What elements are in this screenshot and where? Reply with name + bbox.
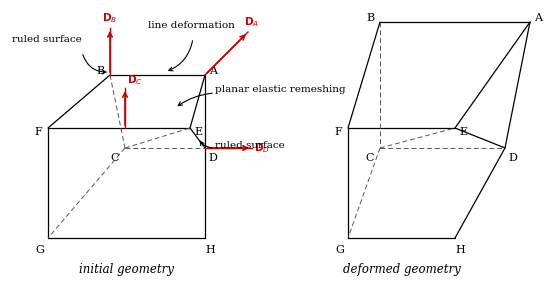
Text: H: H [455, 245, 465, 255]
Text: $\mathbf{D}_{C}$: $\mathbf{D}_{C}$ [127, 73, 143, 87]
Text: D: D [509, 153, 518, 163]
Text: G: G [336, 245, 344, 255]
Text: G: G [36, 245, 45, 255]
Text: line deformation: line deformation [148, 21, 235, 31]
Text: F: F [34, 127, 42, 137]
Text: A: A [209, 66, 217, 76]
Text: deformed geometry: deformed geometry [343, 264, 460, 277]
Text: initial geometry: initial geometry [79, 264, 174, 277]
Text: B: B [366, 13, 374, 23]
Text: C: C [366, 153, 374, 163]
Text: ruled surface: ruled surface [12, 36, 82, 44]
Text: E: E [194, 127, 202, 137]
Text: $\mathbf{D}_{A}$: $\mathbf{D}_{A}$ [244, 15, 260, 29]
Text: $\mathbf{D}_{D}$: $\mathbf{D}_{D}$ [254, 141, 270, 155]
Text: D: D [208, 153, 217, 163]
Text: B: B [96, 66, 104, 76]
Text: planar elastic remeshing: planar elastic remeshing [215, 85, 345, 95]
Text: A: A [534, 13, 542, 23]
Text: $\mathbf{D}_{B}$: $\mathbf{D}_{B}$ [102, 11, 118, 25]
Text: C: C [111, 153, 119, 163]
Text: ruled surface: ruled surface [215, 140, 285, 149]
Text: E: E [459, 127, 467, 137]
Text: H: H [205, 245, 215, 255]
Text: F: F [334, 127, 342, 137]
